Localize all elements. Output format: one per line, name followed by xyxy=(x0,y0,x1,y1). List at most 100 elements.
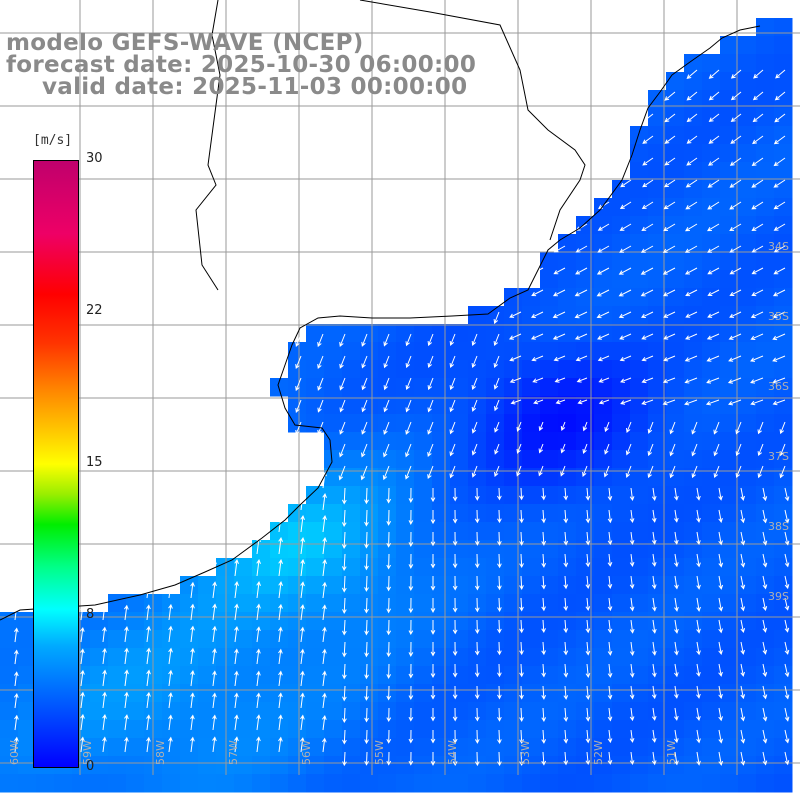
wind-arrow xyxy=(774,91,786,101)
wind-arrow xyxy=(494,465,500,477)
wind-arrow xyxy=(607,663,613,678)
wind-arrow xyxy=(772,333,786,341)
wind-arrow xyxy=(772,377,786,384)
wind-arrow xyxy=(773,135,786,145)
wind-arrow xyxy=(750,333,764,340)
wind-arrow xyxy=(405,355,412,369)
wind-arrow xyxy=(408,509,414,525)
wind-arrow xyxy=(574,289,588,297)
wind-arrow xyxy=(752,135,764,145)
wind-arrow xyxy=(408,619,414,636)
wind-arrow xyxy=(674,553,679,568)
wind-arrow xyxy=(361,399,368,413)
wind-arrow xyxy=(696,575,701,590)
wind-arrow xyxy=(641,399,654,405)
lat-label: 39S xyxy=(768,590,789,603)
wind-arrow xyxy=(585,707,591,722)
wind-arrow xyxy=(474,509,480,524)
wind-arrow xyxy=(619,201,632,209)
wind-arrow xyxy=(342,685,347,702)
wind-arrow xyxy=(471,421,478,434)
wind-arrow xyxy=(80,648,85,665)
wind-arrow xyxy=(190,736,195,753)
wind-arrow xyxy=(452,663,458,678)
wind-arrow xyxy=(474,597,480,613)
lat-label: 34S xyxy=(768,240,789,253)
wind-arrow xyxy=(102,713,107,731)
wind-arrow xyxy=(321,737,327,753)
wind-arrow xyxy=(493,377,500,390)
wind-arrow xyxy=(651,685,657,700)
wind-arrow xyxy=(585,531,591,546)
wind-arrow xyxy=(497,729,502,745)
wind-arrow xyxy=(585,509,591,524)
wind-arrow xyxy=(508,333,522,340)
wind-arrow xyxy=(772,311,786,319)
wind-arrow xyxy=(664,157,676,166)
wind-arrow xyxy=(494,399,500,412)
wind-arrow xyxy=(619,245,632,253)
lon-label: 59W xyxy=(81,740,94,765)
wind-arrow xyxy=(452,553,458,569)
wind-arrow xyxy=(541,751,547,766)
wind-arrow xyxy=(13,692,19,709)
wind-arrow xyxy=(300,692,305,709)
wind-arrow xyxy=(762,641,768,655)
wind-arrow xyxy=(146,604,151,621)
wind-arrow xyxy=(674,707,679,721)
wind-arrow xyxy=(364,597,369,614)
wind-arrow xyxy=(728,355,742,362)
wind-arrow xyxy=(190,603,195,621)
wind-arrow xyxy=(168,714,173,731)
wind-arrow xyxy=(729,223,742,232)
wind-arrow xyxy=(519,707,524,722)
wind-arrow xyxy=(408,487,414,503)
wind-arrow xyxy=(102,669,107,687)
wind-arrow xyxy=(427,421,434,435)
wind-arrow xyxy=(190,670,195,687)
wind-arrow xyxy=(582,421,588,432)
wind-arrow xyxy=(757,421,764,435)
wind-arrow xyxy=(386,619,392,636)
wind-arrow xyxy=(278,581,283,599)
wind-arrow xyxy=(474,641,480,656)
wind-arrow xyxy=(554,377,566,383)
wind-arrow xyxy=(474,663,480,678)
wind-arrow xyxy=(474,685,480,700)
wind-arrow xyxy=(652,597,657,612)
wind-arrow xyxy=(364,707,369,723)
wind-arrow xyxy=(651,751,657,766)
wind-arrow xyxy=(585,619,591,634)
wind-arrow xyxy=(519,531,524,546)
wind-arrow xyxy=(629,487,635,502)
wind-arrow xyxy=(708,69,720,79)
wind-arrow xyxy=(317,333,324,348)
wind-arrow xyxy=(430,598,436,613)
wind-arrow xyxy=(519,641,524,656)
wind-arrow xyxy=(563,509,569,524)
wind-arrow xyxy=(718,751,724,766)
wind-arrow xyxy=(234,603,239,621)
wind-arrow xyxy=(708,91,720,101)
wind-arrow xyxy=(146,582,151,599)
wind-arrow xyxy=(751,201,764,210)
wind-arrow xyxy=(718,487,723,501)
wind-arrow xyxy=(696,531,701,546)
wind-arrow xyxy=(497,707,502,722)
wind-arrow xyxy=(727,377,742,384)
wind-arrow xyxy=(750,377,764,384)
wind-arrow xyxy=(341,531,347,550)
wind-arrow xyxy=(530,311,544,318)
wind-arrow xyxy=(620,179,632,188)
wind-arrow xyxy=(585,729,591,744)
wind-arrow xyxy=(740,619,746,634)
wind-arrow xyxy=(740,663,745,677)
wind-arrow xyxy=(474,619,480,635)
wind-arrow xyxy=(430,532,436,547)
wind-arrow xyxy=(364,575,369,592)
wind-arrow xyxy=(784,487,790,502)
wind-arrow xyxy=(516,443,522,454)
wind-arrow xyxy=(386,487,392,504)
lon-label: 60W xyxy=(8,740,21,765)
